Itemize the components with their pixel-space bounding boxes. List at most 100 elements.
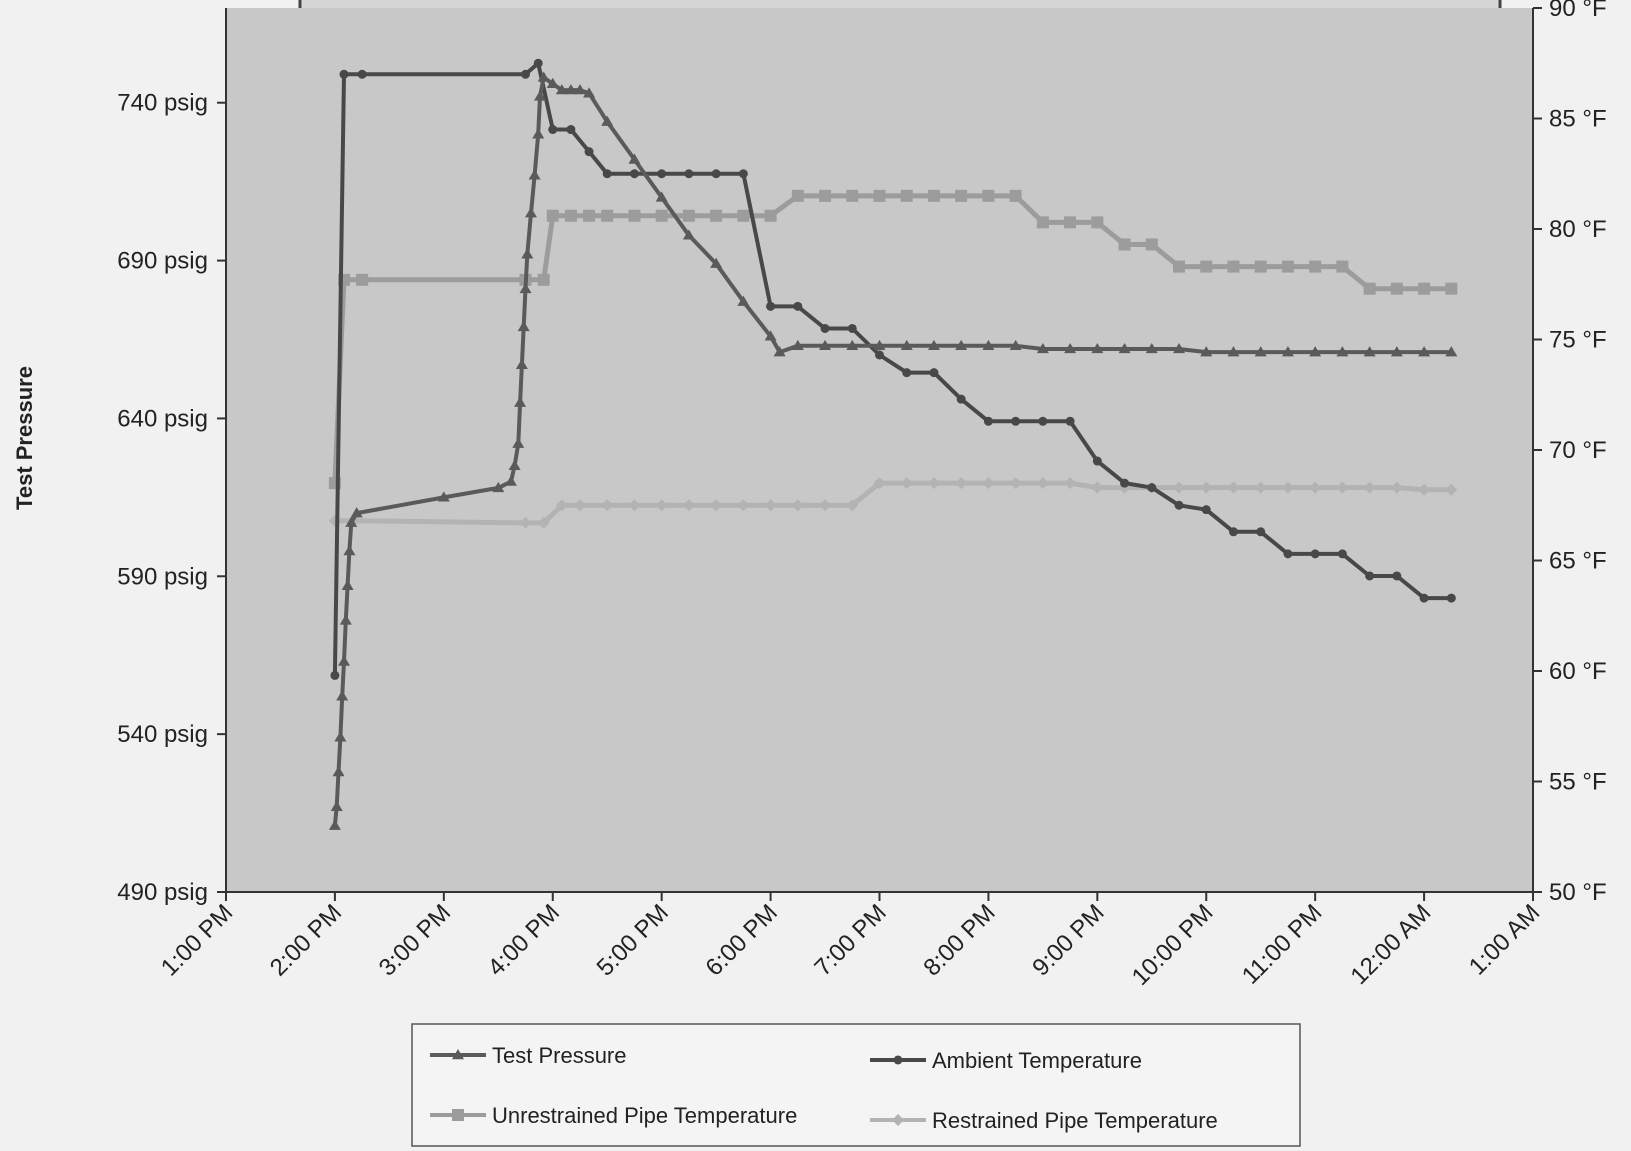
data-point [1365,571,1375,581]
data-point [1173,342,1186,354]
data-point [1118,238,1131,251]
y-left-tick-label: 640 psig [117,405,208,432]
data-point [1445,282,1458,295]
data-point [1120,478,1130,488]
data-point [1445,346,1458,357]
data-point [546,209,559,222]
y-right-tick-label: 75 °F [1549,327,1607,354]
y-left-tick-label: 740 psig [117,90,208,117]
y-right-tick-label: 90 °F [1549,0,1607,22]
legend-label: Ambient Temperature [932,1048,1142,1073]
data-point [1147,483,1157,493]
data-point [1363,481,1376,494]
data-point [682,229,695,240]
data-point [764,209,777,222]
x-tick-label: 7:00 PM [809,899,891,981]
data-point [1227,260,1240,273]
y-right-tick-label: 50 °F [1549,879,1607,906]
data-point [524,207,537,218]
y-left-tick-label: 490 psig [117,879,208,906]
legend-item: Ambient Temperature [870,1048,1142,1073]
data-point [793,301,803,311]
data-point [584,147,594,157]
data-point [1228,527,1238,537]
data-point [437,491,450,502]
data-point [1336,481,1349,494]
y-right-tick-label: 80 °F [1549,216,1607,243]
data-point [546,77,559,88]
data-point [533,58,543,68]
x-tick-label: 8:00 PM [918,899,1000,981]
data-point [682,499,695,512]
x-tick-label: 10:00 PM [1127,899,1219,991]
x-tick-label: 5:00 PM [592,899,674,981]
data-point [1064,342,1077,354]
data-point [1009,189,1022,202]
data-point [711,169,721,179]
data-point [682,209,695,222]
y-left-tick-label: 590 psig [117,563,208,590]
x-tick-label: 6:00 PM [701,899,783,981]
data-point [1254,346,1267,357]
y-axis-title-left: Test Pressure [12,366,37,510]
data-point [1145,342,1158,354]
data-point [1011,416,1021,426]
data-point [356,273,369,286]
data-point [1392,571,1402,581]
data-point [900,189,913,202]
data-point [341,579,354,590]
data-point [927,189,940,202]
data-point [710,257,723,268]
data-point [514,396,527,407]
data-point [737,209,750,222]
data-point [521,69,531,79]
data-point [902,368,912,378]
data-point [1118,342,1131,354]
data-point [1091,342,1104,354]
data-point [583,87,596,98]
series-test-pressure [328,71,1458,830]
data-point [710,499,723,512]
data-point [1390,346,1403,357]
data-point [820,323,830,333]
x-axis-ticks: 1:00 PM 2:00 PM 3:00 PM 4:00 PM 5:00 PM 6:00 … [156,892,1545,991]
data-point [1036,216,1049,229]
data-point [339,69,349,79]
data-point [1281,346,1294,357]
data-point [566,125,576,135]
data-point [927,477,940,490]
data-point [655,191,668,202]
series-unrestrained-pipe-temperature [328,189,1458,490]
data-point [900,339,913,351]
data-point [900,477,913,490]
x-tick-label: 9:00 PM [1027,899,1109,981]
data-point [1065,416,1075,426]
data-point [1390,282,1403,295]
data-point [328,819,341,830]
data-point [764,330,777,341]
data-point [791,189,804,202]
data-point [684,169,694,179]
data-point [1064,477,1077,490]
legend-label: Restrained Pipe Temperature [932,1108,1218,1133]
data-point [875,350,884,360]
data-point [657,169,667,179]
data-point [1036,342,1049,354]
data-point [357,69,367,79]
data-point [1336,260,1349,273]
data-point [847,323,857,333]
data-point [1363,282,1376,295]
data-point [819,339,832,351]
data-point [628,499,641,512]
data-point [573,84,586,95]
data-point [515,358,528,369]
data-point [846,339,859,351]
y-right-tick-label: 55 °F [1549,769,1607,796]
data-point [336,690,349,701]
data-point [508,459,521,470]
data-point [628,153,641,164]
legend-item: Restrained Pipe Temperature [870,1108,1218,1133]
data-point [519,516,532,529]
data-point [873,189,886,202]
